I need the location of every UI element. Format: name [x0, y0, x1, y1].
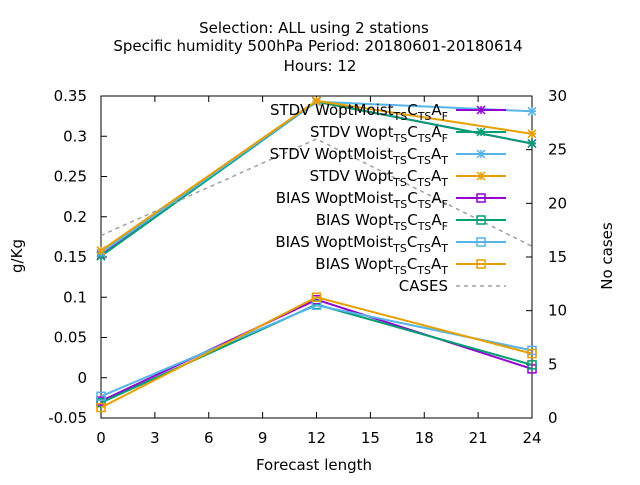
x-tick-label: 3 — [150, 429, 160, 447]
x-tick-label: 21 — [469, 429, 488, 447]
legend-label: CASES — [399, 277, 448, 295]
y2-tick-label: 10 — [548, 302, 567, 320]
legend-label: BIAS WoptMoistTSCTSAT — [275, 233, 448, 255]
series-group — [96, 96, 537, 413]
y-axis-label: g/Kg — [8, 239, 26, 273]
legend-entry: BIAS WoptMoistTSCTSAF — [276, 189, 506, 211]
legend-label: BIAS WoptTSCTSAF — [316, 211, 448, 233]
series-line — [100, 298, 533, 402]
series-7 — [96, 292, 537, 413]
data-point — [96, 391, 106, 402]
data-point — [311, 292, 322, 302]
x-tick-label: 0 — [96, 429, 106, 447]
legend-entry: STDV WoptMoistTSCTSAT — [270, 145, 506, 167]
y2-tick-label: 0 — [548, 409, 558, 427]
data-point — [96, 402, 106, 413]
legend-marker — [476, 171, 486, 181]
y2-tick-label: 5 — [548, 355, 558, 373]
y2-tick-label: 25 — [548, 141, 567, 159]
legend-marker — [476, 149, 486, 159]
legend-marker — [476, 237, 486, 247]
legend-entry: STDV WoptTSCTSAF — [310, 123, 506, 145]
legend-label: STDV WoptMoistTSCTSAT — [270, 145, 449, 167]
legend-entry: STDV WoptMoistTSCTSAF — [270, 101, 506, 123]
chart-title: Selection: ALL using 2 stations Specific… — [113, 19, 522, 75]
data-point — [527, 129, 537, 139]
y-tick-label: -0.05 — [48, 409, 87, 427]
legend-entry: BIAS WoptMoistTSCTSAT — [275, 233, 506, 255]
legend-label: BIAS WoptTSCTSAT — [315, 255, 448, 277]
y-tick-label: 0.1 — [63, 288, 87, 306]
legend-entry: CASES — [399, 277, 506, 295]
x-tick-label: 24 — [522, 429, 541, 447]
y-ticks: -0.05 0 0.05 0.1 0.15 0.2 0.25 0.3 0.35 — [48, 87, 107, 427]
data-point — [311, 96, 322, 106]
x-axis-label: Forecast length — [256, 456, 372, 474]
series-line — [100, 304, 533, 398]
title-line-1: Selection: ALL using 2 stations — [199, 19, 429, 37]
x-tick-label: 18 — [415, 429, 434, 447]
series-3 — [96, 96, 537, 256]
title-line-2: Specific humidity 500hPa Period: 2018060… — [113, 37, 522, 55]
legend-marker — [476, 105, 486, 115]
legend-label: BIAS WoptMoistTSCTSAF — [276, 189, 448, 211]
data-point — [527, 106, 537, 116]
legend-marker — [476, 259, 486, 269]
x-tick-label: 15 — [361, 429, 380, 447]
y-tick-label: 0 — [77, 369, 87, 387]
y-tick-label: 0.2 — [63, 208, 87, 226]
y-tick-label: 0.05 — [54, 329, 87, 347]
data-point — [96, 246, 106, 256]
y2-tick-label: 30 — [548, 87, 567, 105]
legend-marker — [476, 127, 486, 137]
series-5 — [96, 299, 537, 408]
series-line — [100, 303, 533, 404]
legend-label: STDV WoptTSCTSAT — [310, 167, 449, 189]
data-point — [527, 360, 537, 370]
y2-ticks: 0 5 10 15 20 25 30 — [526, 87, 567, 427]
legend-entry: BIAS WoptTSCTSAT — [315, 255, 506, 277]
y2-tick-label: 15 — [548, 248, 567, 266]
y-tick-label: 0.35 — [54, 87, 87, 105]
y2-axis-label: No cases — [598, 222, 616, 290]
y-tick-label: 0.15 — [54, 248, 87, 266]
series-4 — [96, 294, 537, 406]
series-line — [100, 296, 533, 409]
x-tick-label: 12 — [307, 429, 326, 447]
series-6 — [96, 300, 537, 402]
data-point — [527, 348, 537, 359]
x-tick-label: 9 — [258, 429, 268, 447]
title-line-3: Hours: 12 — [284, 57, 357, 75]
legend-marker — [476, 215, 486, 225]
y2-tick-label: 20 — [548, 194, 567, 212]
legend-marker — [476, 193, 486, 203]
legend-label: STDV WoptTSCTSAF — [310, 123, 448, 145]
legend-entry: BIAS WoptTSCTSAF — [316, 211, 506, 233]
y-tick-label: 0.25 — [54, 168, 87, 186]
y-tick-label: 0.3 — [63, 127, 87, 145]
data-point — [527, 138, 537, 149]
legend-label: STDV WoptMoistTSCTSAF — [270, 101, 448, 123]
x-tick-label: 6 — [204, 429, 214, 447]
legend-entry: STDV WoptTSCTSAT — [310, 167, 506, 189]
